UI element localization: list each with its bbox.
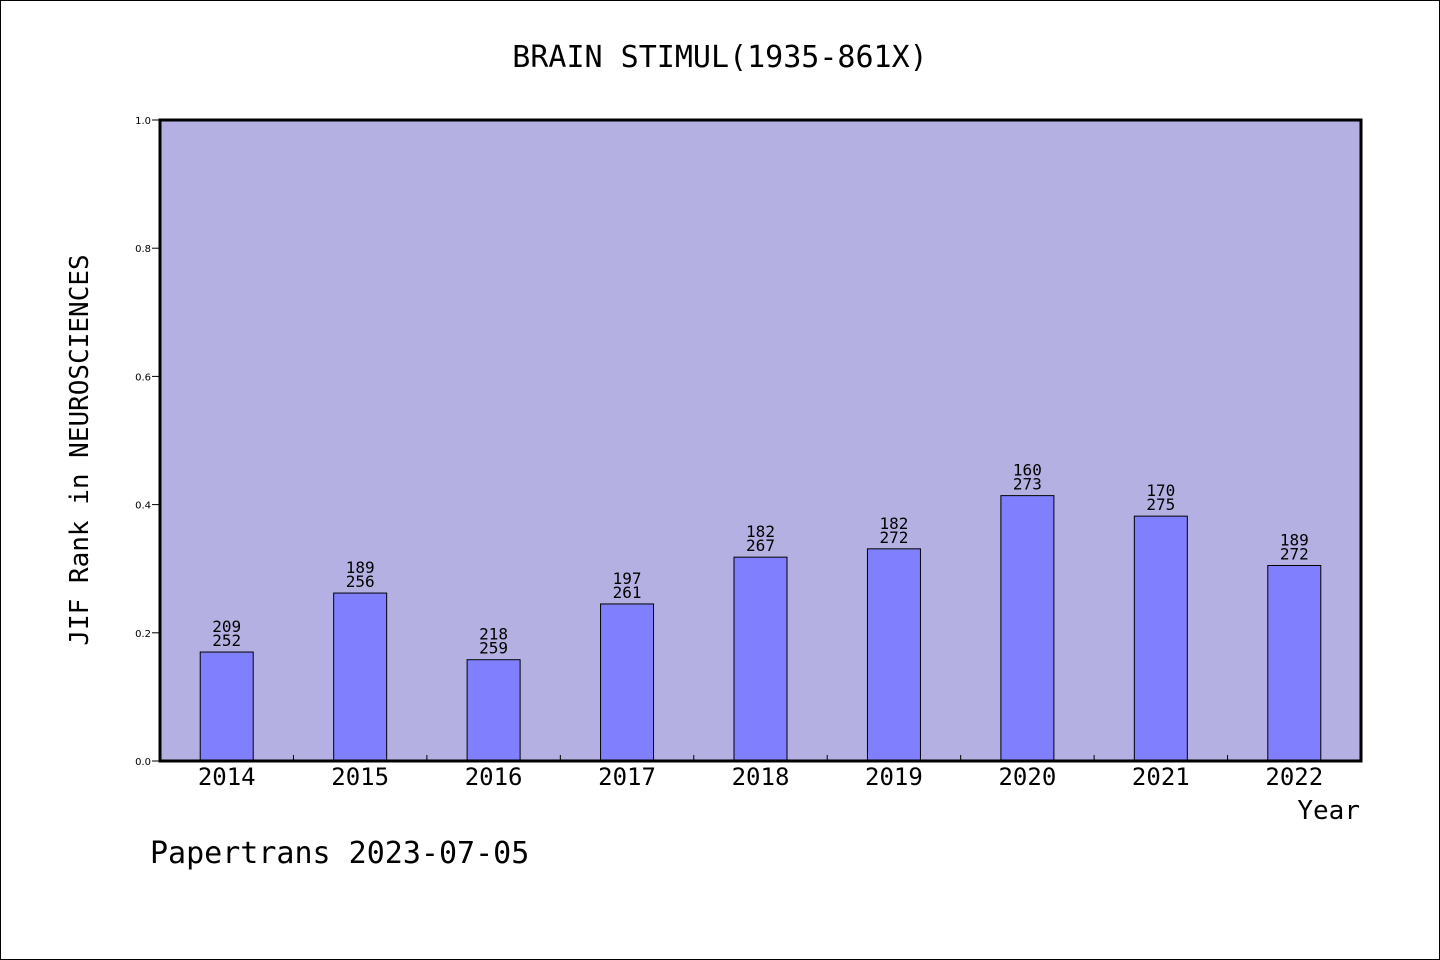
y-tick-label: 0.6 — [135, 372, 151, 383]
x-tick-label: 2016 — [465, 763, 523, 791]
bar-rank-label: 197 — [613, 569, 642, 588]
bar-total-label: 259 — [479, 639, 508, 658]
x-tick-label: 2014 — [198, 763, 256, 791]
bar-2021 — [1133, 515, 1188, 762]
bar-2017 — [600, 603, 655, 762]
x-tick-label: 2015 — [331, 763, 389, 791]
x-tick-label: 2017 — [598, 763, 656, 791]
bar-2014 — [199, 651, 254, 762]
chart-title: BRAIN STIMUL(1935-861X) — [512, 40, 927, 75]
bar-labels-group: 2092521892562182591972611822671822721602… — [212, 461, 1308, 658]
bar-total-label: 261 — [613, 583, 642, 602]
bar-rank-label: 182 — [746, 522, 775, 541]
bar-total-label: 272 — [879, 528, 908, 547]
y-tick-label: 0.8 — [135, 244, 151, 255]
bar-total-label: 273 — [1013, 475, 1042, 494]
bar-2016 — [466, 659, 521, 762]
x-axis-label: Year — [1297, 796, 1360, 826]
x-axis: 2014 2015 2016 2017 2018 2019 2020 2021 2022 — [198, 755, 1323, 791]
bar-rank-label: 189 — [346, 558, 375, 577]
bar-total-label: 275 — [1146, 495, 1175, 514]
bar-rank-label: 160 — [1013, 461, 1042, 480]
y-tick-label: 0.4 — [135, 501, 151, 512]
bar-total-label: 272 — [1280, 544, 1309, 563]
bar-2019 — [866, 548, 921, 762]
y-tick-label: 0.2 — [135, 629, 151, 640]
bar-total-label: 267 — [746, 536, 775, 555]
x-tick-label: 2021 — [1132, 763, 1190, 791]
bar-2018 — [733, 556, 788, 762]
x-tick-label: 2022 — [1265, 763, 1323, 791]
bar-rank-label: 170 — [1146, 481, 1175, 500]
bars-group — [199, 495, 1322, 762]
y-tick-label: 0.0 — [135, 757, 151, 768]
x-tick-label: 2018 — [732, 763, 790, 791]
bar-rank-label: 182 — [879, 514, 908, 533]
x-tick-label: 2019 — [865, 763, 923, 791]
bar-2022 — [1267, 564, 1322, 762]
y-tick-label: 1.0 — [135, 116, 151, 127]
bar-rank-label: 209 — [212, 617, 241, 636]
plot-border — [158, 118, 1363, 763]
bar-2020 — [1000, 495, 1055, 762]
bar-total-label: 256 — [346, 572, 375, 591]
y-axis: 0.0 0.2 0.4 0.6 0.8 1.0 — [135, 116, 160, 768]
bar-total-label: 252 — [212, 631, 241, 650]
x-tick-label: 2020 — [998, 763, 1056, 791]
bar-rank-label: 189 — [1280, 530, 1309, 549]
bar-2015 — [333, 592, 388, 762]
bar-rank-label: 218 — [479, 625, 508, 644]
footer-text: Papertrans 2023-07-05 — [150, 836, 529, 871]
y-axis-label: JIF Rank in NEUROSCIENCES — [65, 254, 95, 645]
